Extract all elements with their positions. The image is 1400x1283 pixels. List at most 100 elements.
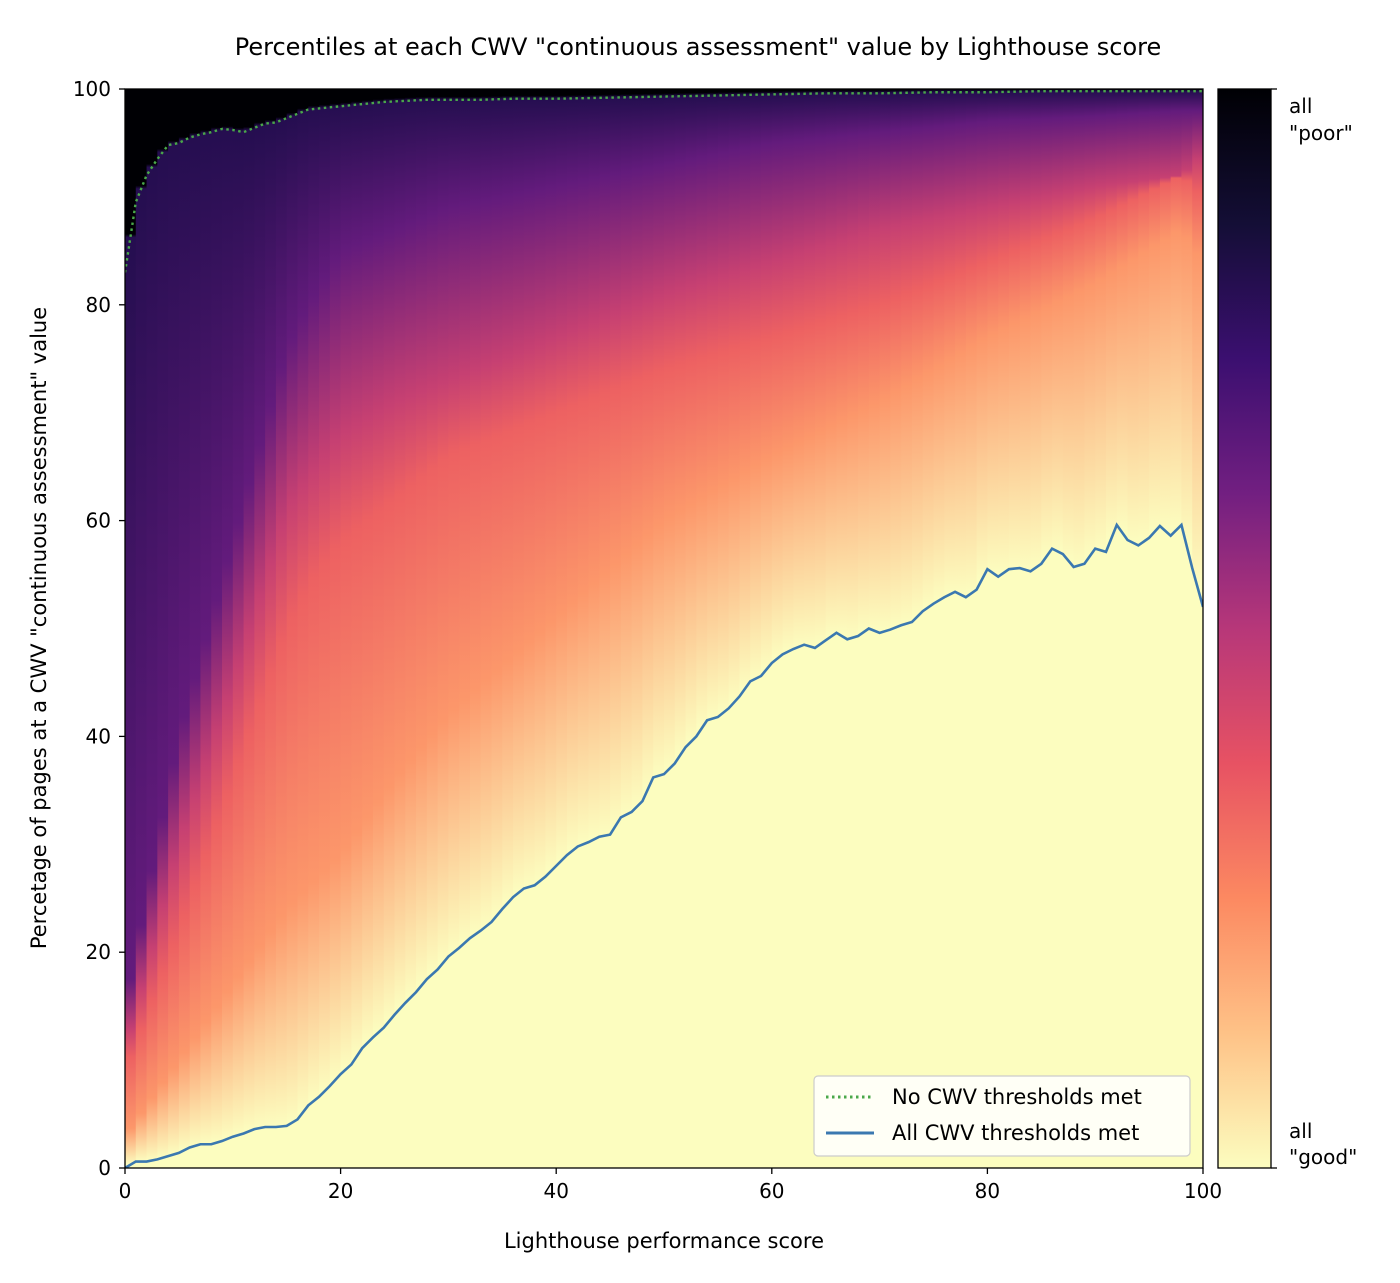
heatmap-column bbox=[1095, 89, 1107, 1168]
y-axis: 0 20 40 60 80 100 bbox=[73, 77, 125, 1180]
heatmap-column bbox=[146, 89, 158, 1168]
heatmap-column bbox=[955, 89, 967, 1168]
heatmap-column bbox=[351, 89, 363, 1168]
heatmap-column bbox=[459, 89, 471, 1168]
heatmap-column bbox=[577, 89, 590, 1168]
heatmap-column bbox=[513, 89, 525, 1168]
heatmap-column bbox=[717, 89, 730, 1168]
colorbar-top-label-line1: all bbox=[1289, 94, 1312, 118]
heatmap-column bbox=[1062, 89, 1075, 1168]
heatmap-column bbox=[189, 89, 202, 1168]
heatmap-column bbox=[642, 89, 654, 1168]
heatmap-column bbox=[610, 89, 622, 1168]
heatmap-column bbox=[933, 89, 945, 1168]
heatmap-column bbox=[1192, 89, 1203, 1168]
heatmap-column bbox=[901, 89, 913, 1168]
heatmap-column bbox=[814, 89, 827, 1168]
heatmap-column bbox=[911, 89, 924, 1168]
heatmap-column bbox=[922, 89, 935, 1168]
x-tick-label: 100 bbox=[1184, 1179, 1222, 1203]
heatmap-column bbox=[1073, 89, 1086, 1168]
heatmap-column bbox=[707, 89, 719, 1168]
heatmap-column bbox=[1116, 89, 1129, 1168]
heatmap-column bbox=[211, 89, 223, 1168]
heatmap-column bbox=[674, 89, 687, 1168]
heatmap-column bbox=[1084, 89, 1096, 1168]
heatmap-column bbox=[1138, 89, 1150, 1168]
x-axis: 0 20 40 60 80 100 bbox=[119, 1168, 1222, 1203]
heatmap-column bbox=[588, 89, 600, 1168]
colorbar-bottom-label-line2: "good" bbox=[1289, 1145, 1357, 1169]
heatmap-column bbox=[944, 89, 956, 1168]
heatmap-column bbox=[491, 89, 503, 1168]
heatmap-column bbox=[168, 89, 180, 1168]
heatmap-column bbox=[308, 89, 320, 1168]
heatmap-column bbox=[998, 89, 1010, 1168]
heatmap-column bbox=[847, 89, 859, 1168]
heatmap-column bbox=[804, 89, 816, 1168]
heatmap-column bbox=[1041, 89, 1053, 1168]
heatmap-column bbox=[319, 89, 331, 1168]
series-line-all-cwv bbox=[125, 522, 1203, 1168]
heatmap-column bbox=[1052, 89, 1064, 1168]
y-tick-label: 40 bbox=[86, 724, 111, 748]
heatmap-column bbox=[1008, 89, 1021, 1168]
heatmap-column bbox=[437, 89, 449, 1168]
colorbar-gradient bbox=[1217, 88, 1272, 1169]
y-axis-label: Percetage of pages at a CWV "continuous … bbox=[27, 307, 51, 949]
x-tick-label: 0 bbox=[119, 1179, 132, 1203]
heatmap-column bbox=[858, 89, 870, 1168]
heatmap-column bbox=[685, 89, 697, 1168]
heatmap-column bbox=[416, 89, 428, 1168]
heatmap-column bbox=[566, 89, 579, 1168]
heatmap bbox=[125, 89, 1203, 1168]
heatmap-column bbox=[362, 89, 374, 1168]
heatmap-column bbox=[545, 89, 557, 1168]
heatmap-column bbox=[340, 89, 352, 1168]
heatmap-column bbox=[286, 89, 299, 1168]
heatmap-column bbox=[782, 89, 794, 1168]
y-tick-label: 60 bbox=[86, 509, 111, 533]
y-tick-label: 20 bbox=[86, 940, 111, 964]
heatmap-column bbox=[1159, 89, 1172, 1168]
heatmap-column bbox=[426, 89, 439, 1168]
heatmap-column bbox=[448, 89, 460, 1168]
x-tick-label: 80 bbox=[975, 1179, 1000, 1203]
colorbar-top-label-line2: "poor" bbox=[1289, 121, 1353, 145]
heatmap-column bbox=[480, 89, 493, 1168]
heatmap-column bbox=[1127, 89, 1139, 1168]
heatmap-column bbox=[879, 89, 891, 1168]
heatmap-column bbox=[631, 89, 644, 1168]
heatmap-column bbox=[243, 89, 255, 1168]
colorbar: all "poor" all "good" bbox=[1217, 88, 1357, 1169]
heatmap-column bbox=[405, 89, 417, 1168]
heatmap-column bbox=[1170, 89, 1183, 1168]
y-tick-label: 100 bbox=[73, 77, 111, 101]
heatmap-column bbox=[329, 89, 342, 1168]
heatmap-column bbox=[556, 89, 568, 1168]
heatmap-column bbox=[157, 89, 169, 1168]
heatmap-column bbox=[178, 89, 191, 1168]
heatmap-column bbox=[254, 89, 266, 1168]
heatmap-column bbox=[739, 89, 751, 1168]
plot-area bbox=[124, 88, 1204, 1169]
heatmap-column bbox=[372, 89, 385, 1168]
heatmap-column bbox=[761, 89, 773, 1168]
series-lines bbox=[125, 89, 1203, 1168]
heatmap-column bbox=[232, 89, 245, 1168]
heatmap-column bbox=[664, 89, 676, 1168]
legend-label-no-cwv: No CWV thresholds met bbox=[892, 1085, 1142, 1109]
heatmap-column bbox=[469, 89, 482, 1168]
legend-label-all-cwv: All CWV thresholds met bbox=[892, 1121, 1139, 1145]
heatmap-column bbox=[976, 89, 988, 1168]
heatmap-column bbox=[135, 89, 148, 1168]
heatmap-column bbox=[793, 89, 805, 1168]
heatmap-column bbox=[265, 89, 277, 1168]
heatmap-column bbox=[825, 89, 838, 1168]
legend-box bbox=[813, 1075, 1191, 1157]
heatmap-column bbox=[222, 89, 234, 1168]
heatmap-column bbox=[599, 89, 611, 1168]
x-tick-label: 60 bbox=[759, 1179, 784, 1203]
heatmap-column bbox=[653, 89, 665, 1168]
